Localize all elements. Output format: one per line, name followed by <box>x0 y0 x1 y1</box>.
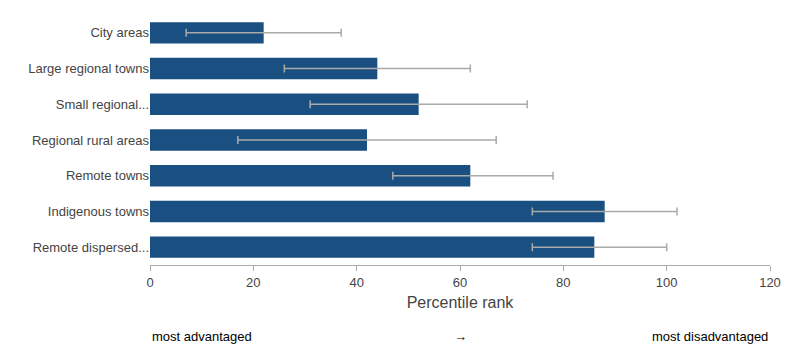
svg-text:Small regional...: Small regional... <box>56 97 149 112</box>
svg-text:80: 80 <box>556 275 570 290</box>
svg-text:Remote dispersed...: Remote dispersed... <box>33 240 149 255</box>
svg-text:0: 0 <box>146 275 153 290</box>
svg-text:Remote towns: Remote towns <box>66 168 150 183</box>
svg-text:120: 120 <box>759 275 781 290</box>
svg-text:40: 40 <box>349 275 363 290</box>
svg-text:most disadvantaged: most disadvantaged <box>652 329 768 344</box>
svg-text:100: 100 <box>656 275 678 290</box>
svg-text:Regional rural areas: Regional rural areas <box>32 133 150 148</box>
svg-text:Large regional towns: Large regional towns <box>28 61 149 76</box>
svg-text:60: 60 <box>453 275 467 290</box>
svg-text:most advantaged: most advantaged <box>152 329 252 344</box>
svg-text:Indigenous towns: Indigenous towns <box>48 204 150 219</box>
svg-text:→: → <box>454 329 467 344</box>
svg-text:20: 20 <box>246 275 260 290</box>
svg-text:City areas: City areas <box>90 25 149 40</box>
svg-text:Percentile rank: Percentile rank <box>407 294 515 311</box>
